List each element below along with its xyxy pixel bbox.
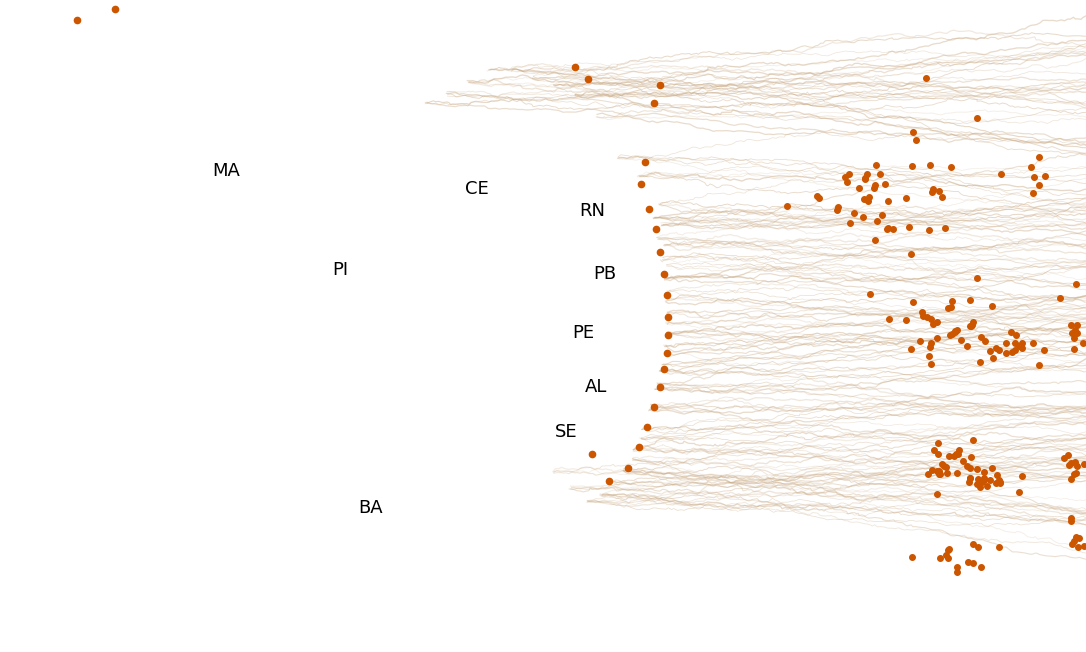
Text: SE: SE	[555, 422, 578, 441]
Text: MA: MA	[212, 162, 240, 180]
Text: RN: RN	[579, 202, 605, 220]
Text: AL: AL	[585, 378, 607, 396]
Text: PB: PB	[593, 265, 617, 283]
Text: PI: PI	[332, 261, 349, 279]
Text: BA: BA	[358, 499, 383, 517]
Text: PE: PE	[572, 324, 594, 342]
Text: CE: CE	[465, 180, 489, 198]
